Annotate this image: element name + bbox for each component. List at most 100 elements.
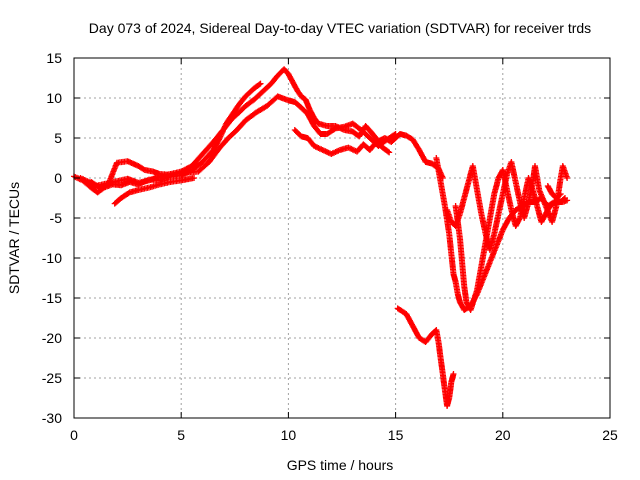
- data-point: [118, 190, 132, 201]
- data-point: [178, 168, 200, 177]
- data-point: [306, 107, 317, 120]
- x-axis-label: GPS time / hours: [287, 457, 394, 473]
- data-point: [491, 176, 502, 197]
- x-tick-label: 25: [602, 427, 618, 443]
- chart-title: Day 073 of 2024, Sidereal Day-to-day VTE…: [89, 20, 591, 36]
- data-point: [403, 132, 415, 142]
- axis-ticks: 0 5 10 15 20 25 -30 -25 -20 -15 -10 -5 0 5 10 15: [42, 50, 618, 443]
- data-point: [544, 183, 555, 196]
- data-point: [328, 147, 342, 157]
- data-point: [452, 279, 461, 296]
- y-tick-label: -30: [42, 410, 62, 426]
- y-tick-label: -20: [42, 330, 62, 346]
- data-point: [291, 99, 304, 110]
- data-point: [529, 187, 540, 208]
- y-tick-label: -15: [42, 290, 62, 306]
- data-point: [446, 231, 455, 256]
- data-point: [225, 128, 239, 141]
- data-point: [146, 181, 162, 191]
- data-point: [242, 97, 256, 109]
- data-point: [285, 71, 295, 84]
- x-tick-label: 10: [281, 427, 297, 443]
- plot-frame: [73, 57, 611, 419]
- data-point: [229, 102, 242, 117]
- series-track-f: [433, 155, 568, 313]
- data-point: [281, 66, 291, 76]
- data-point: [542, 204, 553, 217]
- data-point: [474, 187, 485, 216]
- series-track-e: [291, 127, 393, 157]
- data-point: [517, 196, 527, 221]
- data-point: [564, 197, 571, 204]
- data-point: [386, 149, 393, 156]
- data-point: [559, 197, 569, 205]
- data-point: [289, 79, 300, 92]
- data-point: [480, 260, 493, 281]
- data-point: [242, 86, 256, 100]
- data-point: [135, 184, 151, 193]
- data-point: [459, 259, 468, 288]
- data-point: [111, 195, 124, 207]
- data-point: [495, 192, 506, 217]
- data-point: [298, 104, 310, 116]
- y-axis-label: SDTVAR / TECUs: [6, 182, 22, 294]
- x-tick-label: 5: [177, 427, 185, 443]
- data-point: [437, 355, 446, 376]
- data-point: [167, 177, 183, 185]
- data-point: [433, 327, 442, 344]
- data-point: [223, 116, 235, 129]
- data-point: [77, 175, 91, 185]
- y-tick-label: -10: [42, 250, 62, 266]
- data-point: [538, 212, 548, 225]
- data-point: [199, 148, 216, 165]
- data-point: [311, 143, 325, 153]
- data-point: [456, 196, 467, 217]
- y-tick-label: 5: [54, 130, 62, 146]
- data-point: [216, 136, 231, 151]
- data-point: [384, 131, 398, 143]
- data-point: [311, 123, 323, 136]
- y-tick-label: 15: [46, 50, 62, 66]
- x-tick-label: 15: [388, 427, 404, 443]
- data-point: [392, 131, 399, 137]
- data-point: [191, 175, 198, 181]
- data-point: [499, 167, 510, 192]
- data-point: [486, 232, 497, 253]
- data-point: [491, 212, 502, 237]
- data-point: [409, 323, 422, 340]
- data-point: [105, 161, 120, 188]
- data-point: [373, 139, 385, 150]
- data-point: [304, 111, 317, 128]
- grid-lines: [74, 58, 610, 418]
- data-point: [188, 152, 205, 169]
- series-track-i: [452, 167, 571, 313]
- data-point: [259, 81, 274, 95]
- data-point: [349, 120, 364, 133]
- data-point: [547, 199, 559, 209]
- x-tick-label: 20: [495, 427, 511, 443]
- data-point: [298, 93, 308, 102]
- data-point: [210, 132, 222, 145]
- data-point: [236, 94, 248, 108]
- data-point: [199, 140, 216, 157]
- data-point: [512, 216, 523, 229]
- data-point: [304, 135, 317, 148]
- data-points: [71, 66, 571, 409]
- y-tick-label: 10: [46, 90, 62, 106]
- data-point: [251, 89, 265, 103]
- series-track-j: [544, 183, 564, 201]
- data-point: [508, 159, 519, 184]
- y-tick-label: -5: [50, 210, 63, 226]
- data-point: [456, 235, 465, 264]
- data-point: [437, 179, 448, 208]
- data-point: [210, 136, 223, 153]
- data-point: [358, 127, 372, 140]
- data-point: [311, 115, 321, 126]
- data-point: [439, 371, 448, 392]
- y-tick-label: -25: [42, 370, 62, 386]
- data-point: [324, 126, 338, 137]
- data-point: [233, 118, 248, 133]
- data-point: [441, 203, 452, 236]
- data-point: [135, 163, 147, 173]
- data-point: [536, 187, 549, 208]
